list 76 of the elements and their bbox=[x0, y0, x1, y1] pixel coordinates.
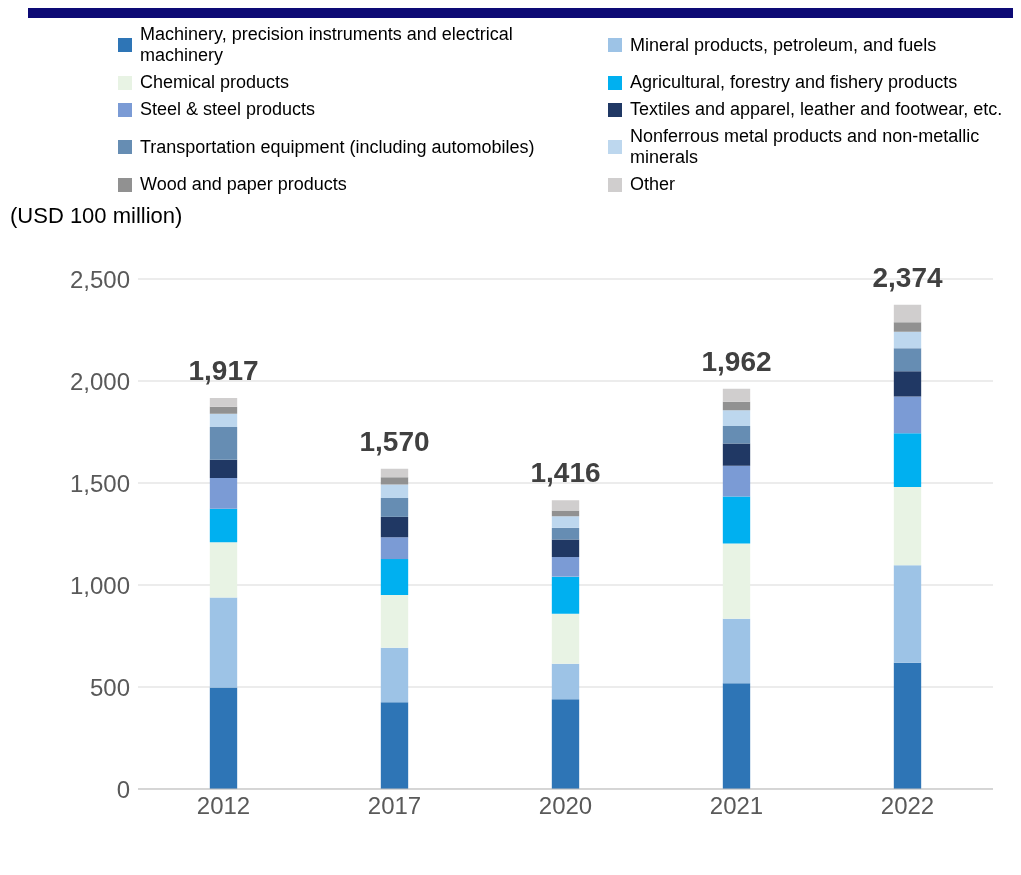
bar bbox=[209, 508, 238, 543]
bar bbox=[551, 663, 580, 700]
bar bbox=[893, 433, 922, 488]
y-tick-label: 2,500 bbox=[69, 265, 130, 293]
bar bbox=[893, 331, 922, 349]
legend-label: Chemical products bbox=[140, 72, 290, 93]
bar bbox=[722, 496, 751, 544]
legend-label: Mineral products, petroleum, and fuels bbox=[630, 34, 937, 56]
bar bbox=[380, 516, 409, 538]
bar bbox=[551, 699, 580, 789]
bar bbox=[380, 702, 409, 789]
legend-label: Other bbox=[630, 174, 676, 195]
bar bbox=[893, 662, 922, 789]
x-tick-label: 2021 bbox=[709, 792, 764, 820]
bar bbox=[722, 425, 751, 444]
legend-label: Nonferrous metal products and non-metallic minerals bbox=[630, 126, 981, 168]
legend-label: Textiles and apparel, leather and footwear, etc. bbox=[630, 99, 1003, 120]
legend-label: Machinery, precision instruments and electrical machinery bbox=[140, 24, 514, 66]
bar bbox=[380, 559, 409, 595]
y-tick-label: 1,500 bbox=[69, 469, 130, 497]
bar bbox=[893, 487, 922, 566]
bar bbox=[722, 683, 751, 789]
bar bbox=[722, 465, 751, 497]
bar bbox=[893, 371, 922, 397]
total-label: 1,416 bbox=[530, 457, 601, 489]
y-tick-label: 2,000 bbox=[69, 367, 130, 395]
bar bbox=[551, 613, 580, 664]
bar bbox=[551, 539, 580, 558]
bar bbox=[380, 537, 409, 560]
bar bbox=[209, 459, 238, 479]
bar bbox=[209, 426, 238, 460]
bar bbox=[893, 322, 922, 332]
total-label: 1,570 bbox=[359, 425, 430, 457]
y-tick-label: 1,000 bbox=[69, 571, 130, 599]
bar bbox=[551, 500, 580, 511]
y-axis-title: (USD 100 million) bbox=[10, 203, 184, 229]
bar bbox=[380, 468, 409, 478]
bar bbox=[209, 597, 238, 688]
bar bbox=[893, 348, 922, 372]
bar bbox=[380, 595, 409, 648]
total-label: 2,374 bbox=[872, 261, 943, 293]
bar bbox=[893, 565, 922, 663]
bar bbox=[551, 516, 580, 528]
y-tick-label: 500 bbox=[89, 673, 130, 701]
bar bbox=[551, 527, 580, 540]
bar bbox=[551, 576, 580, 614]
bar bbox=[380, 498, 409, 517]
bar bbox=[209, 406, 238, 414]
bar bbox=[209, 413, 238, 427]
bar bbox=[551, 557, 580, 577]
x-tick-label: 2017 bbox=[367, 792, 422, 820]
x-tick-label: 2022 bbox=[880, 792, 935, 820]
bar bbox=[893, 304, 922, 323]
legend-label: Transportation equipment (including automobiles) bbox=[140, 136, 535, 158]
bar bbox=[380, 647, 409, 703]
x-tick-label: 2012 bbox=[196, 792, 251, 820]
bar bbox=[722, 410, 751, 426]
total-label: 1,917 bbox=[188, 354, 259, 386]
bar bbox=[722, 543, 751, 619]
bar bbox=[209, 687, 238, 789]
bar bbox=[722, 618, 751, 684]
bar bbox=[722, 443, 751, 466]
bar bbox=[380, 484, 409, 499]
total-label: 1,962 bbox=[701, 345, 772, 377]
legend-label: Steel & steel products bbox=[140, 99, 316, 120]
bar bbox=[893, 396, 922, 434]
y-tick-label: 0 bbox=[116, 775, 130, 803]
bar bbox=[209, 478, 238, 509]
bar bbox=[209, 542, 238, 598]
bar bbox=[380, 477, 409, 485]
bar bbox=[722, 388, 751, 402]
bar bbox=[209, 397, 238, 407]
legend-label: Wood and paper products bbox=[140, 174, 347, 195]
legend-label: Agricultural, forestry and fishery products bbox=[630, 72, 958, 93]
x-tick-label: 2020 bbox=[538, 792, 593, 820]
bar bbox=[722, 401, 751, 411]
